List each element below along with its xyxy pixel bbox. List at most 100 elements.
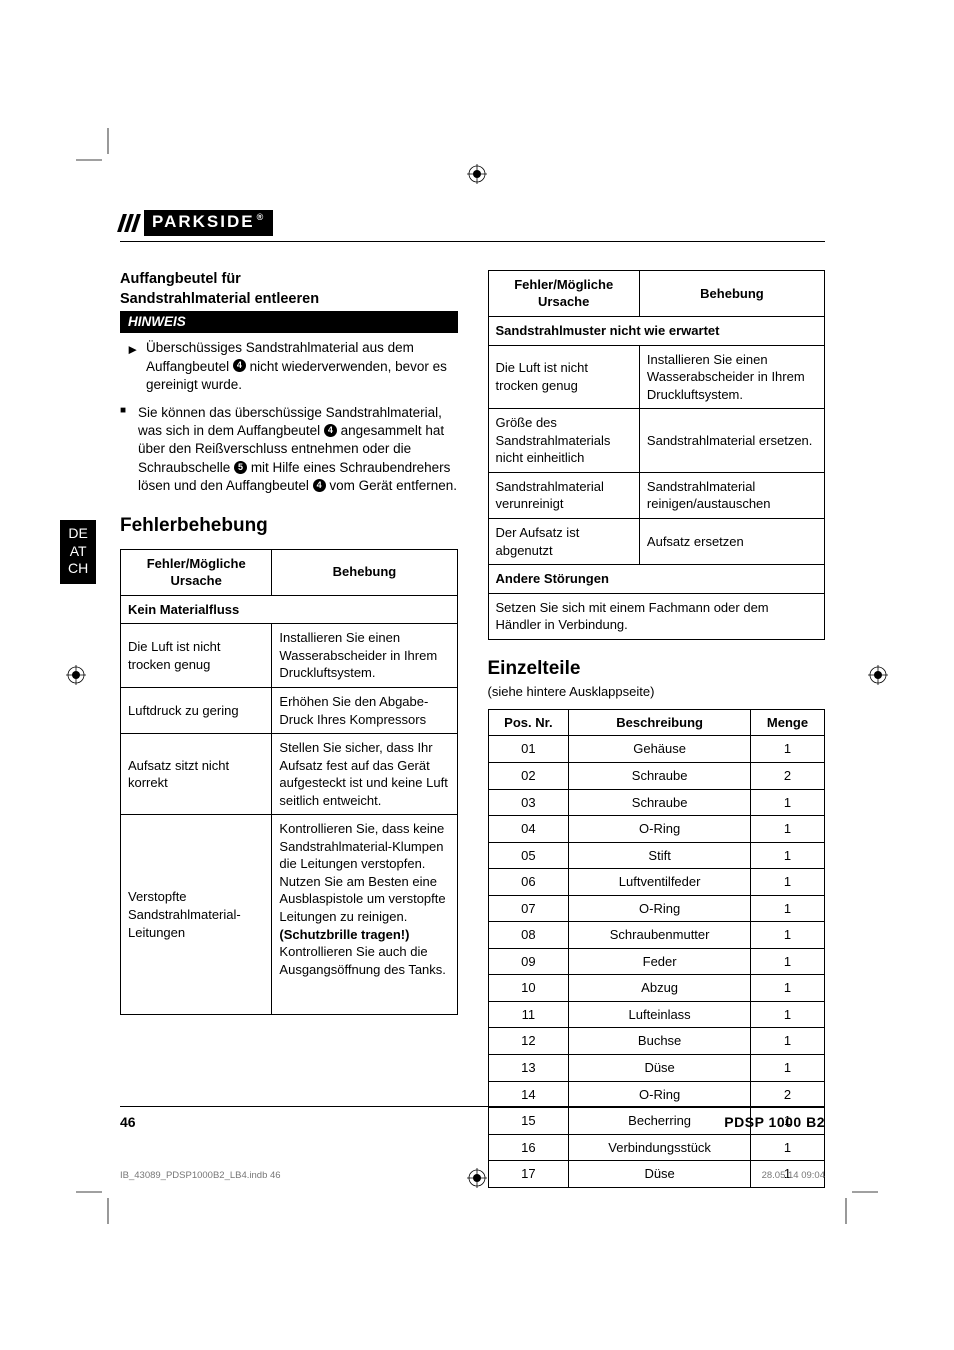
table-header-cause: Fehler/Mögliche Ursache: [121, 549, 272, 595]
reg-mark-left-icon: [66, 665, 86, 685]
parts-row: 12Buchse1: [488, 1028, 825, 1055]
parts-row: 03Schraube1: [488, 789, 825, 816]
language-tab: DE AT CH: [60, 520, 96, 584]
table-row: Der Aufsatz ist abgenutzt Aufsatz ersetz…: [488, 518, 825, 564]
brand-name: PARKSIDE: [152, 212, 255, 231]
table-row: Die Luft ist nicht trocken genug Install…: [121, 624, 458, 688]
left-column: Auffangbeutel für Sandstrahlmaterial ent…: [120, 270, 458, 1188]
ref-circle-icon: 4: [324, 424, 337, 437]
reg-mark-right-icon: [868, 665, 888, 685]
parts-qty: 1: [750, 1028, 824, 1055]
table-header-cause: Fehler/Mögliche Ursache: [488, 270, 639, 316]
ref-circle-icon: 5: [234, 461, 247, 474]
parts-qty: 1: [750, 736, 824, 763]
crop-mark-bl-icon: [76, 1180, 120, 1229]
parts-subheading: (siehe hintere Ausklappseite): [488, 683, 826, 701]
lang-at: AT: [68, 543, 88, 561]
imprint-line: IB_43089_PDSP1000B2_LB4.indb 46 28.05.14…: [120, 1170, 825, 1183]
arrow-bullet-icon: ►: [126, 341, 139, 359]
troubleshoot-table-2: Fehler/Mögliche Ursache Behebung Sandstr…: [488, 270, 826, 640]
parts-qty: 2: [750, 1081, 824, 1108]
parts-qty: 1: [750, 789, 824, 816]
note-list-item: ► Überschüssiges Sandstrahlmaterial aus …: [120, 339, 458, 394]
parts-qty: 1: [750, 869, 824, 896]
table-row: Setzen Sie sich mit einem Fachmann oder …: [488, 593, 825, 639]
header-rule: [120, 241, 825, 242]
parts-row: 13Düse1: [488, 1054, 825, 1081]
parts-pos: 10: [488, 975, 569, 1002]
lang-ch: CH: [68, 560, 88, 578]
parts-desc: Luftventilfeder: [569, 869, 751, 896]
table-row: Größe des Sandstrahlmaterials nicht einh…: [488, 409, 825, 473]
parts-pos: 04: [488, 816, 569, 843]
table-row: Die Luft ist nicht trocken genug Install…: [488, 345, 825, 409]
parts-header-pos: Pos. Nr.: [488, 709, 569, 736]
section-heading-troubleshoot: Fehlerbehebung: [120, 513, 458, 539]
table-section-header: Andere Störungen: [488, 565, 825, 594]
parts-row: 09Feder1: [488, 948, 825, 975]
parts-row: 02Schraube2: [488, 762, 825, 789]
parts-desc: Schraube: [569, 762, 751, 789]
parts-desc: Stift: [569, 842, 751, 869]
table-row: Verstopfte Sandstrahlmaterial-Leitungen …: [121, 815, 458, 1015]
parts-pos: 01: [488, 736, 569, 763]
parts-qty: 2: [750, 762, 824, 789]
parts-desc: O-Ring: [569, 895, 751, 922]
parts-pos: 08: [488, 922, 569, 949]
brand-stripes-icon: [120, 214, 138, 232]
parts-qty: 1: [750, 948, 824, 975]
lang-de: DE: [68, 525, 88, 543]
parts-pos: 06: [488, 869, 569, 896]
troubleshoot-table-1: Fehler/Mögliche Ursache Behebung Kein Ma…: [120, 549, 458, 1016]
parts-pos: 03: [488, 789, 569, 816]
crop-mark-br-icon: [834, 1180, 878, 1229]
parts-qty: 1: [750, 842, 824, 869]
parts-desc: Schraubenmutter: [569, 922, 751, 949]
table-row: Sandstrahlmaterial verunreinigt Sandstra…: [488, 472, 825, 518]
parts-qty: 1: [750, 1134, 824, 1161]
table-header-fix: Behebung: [272, 549, 457, 595]
parts-desc: O-Ring: [569, 816, 751, 843]
table-section-header: Kein Materialfluss: [121, 595, 458, 624]
crop-mark-tl-icon: [76, 128, 120, 177]
section-heading-parts: Einzelteile: [488, 656, 826, 682]
table-row: Luftdruck zu gering Erhöhen Sie den Abga…: [121, 687, 458, 733]
page-content: PARKSIDE® Auffangbeutel für Sandstrahlma…: [120, 210, 825, 1188]
parts-qty: 1: [750, 895, 824, 922]
parts-desc: Feder: [569, 948, 751, 975]
parts-desc: Lufteinlass: [569, 1001, 751, 1028]
parts-desc: Verbindungsstück: [569, 1134, 751, 1161]
parts-row: 10Abzug1: [488, 975, 825, 1002]
right-column: Fehler/Mögliche Ursache Behebung Sandstr…: [488, 270, 826, 1188]
parts-qty: 1: [750, 816, 824, 843]
parts-row: 16Verbindungsstück1: [488, 1134, 825, 1161]
section-heading-empty-bag: Auffangbeutel für Sandstrahlmaterial ent…: [120, 270, 458, 309]
parts-row: 05Stift1: [488, 842, 825, 869]
model-number: PDSP 1000 B2: [724, 1113, 825, 1132]
brand-logo: PARKSIDE®: [120, 210, 825, 236]
parts-pos: 13: [488, 1054, 569, 1081]
parts-row: 14O-Ring2: [488, 1081, 825, 1108]
parts-row: 01Gehäuse1: [488, 736, 825, 763]
parts-pos: 07: [488, 895, 569, 922]
parts-pos: 12: [488, 1028, 569, 1055]
parts-qty: 1: [750, 1001, 824, 1028]
table-section-header: Sandstrahlmuster nicht wie erwartet: [488, 317, 825, 346]
page-footer: 46 PDSP 1000 B2: [120, 1106, 825, 1132]
ref-circle-icon: 4: [233, 359, 246, 372]
parts-qty: 1: [750, 922, 824, 949]
reg-mark-top-icon: [467, 164, 487, 184]
imprint-date: 28.05.14 09:04: [762, 1170, 825, 1183]
parts-pos: 14: [488, 1081, 569, 1108]
registered-icon: ®: [257, 212, 266, 222]
parts-row: 08Schraubenmutter1: [488, 922, 825, 949]
hinweis-label: HINWEIS: [120, 311, 458, 333]
main-list-item: Sie können das überschüssige Sandstrahlm…: [120, 404, 458, 495]
parts-qty: 1: [750, 975, 824, 1002]
parts-desc: Buchse: [569, 1028, 751, 1055]
parts-desc: O-Ring: [569, 1081, 751, 1108]
parts-header-desc: Beschreibung: [569, 709, 751, 736]
page-number: 46: [120, 1113, 136, 1132]
table-row: Aufsatz sitzt nicht korrekt Stellen Sie …: [121, 734, 458, 815]
ref-circle-icon: 4: [313, 479, 326, 492]
